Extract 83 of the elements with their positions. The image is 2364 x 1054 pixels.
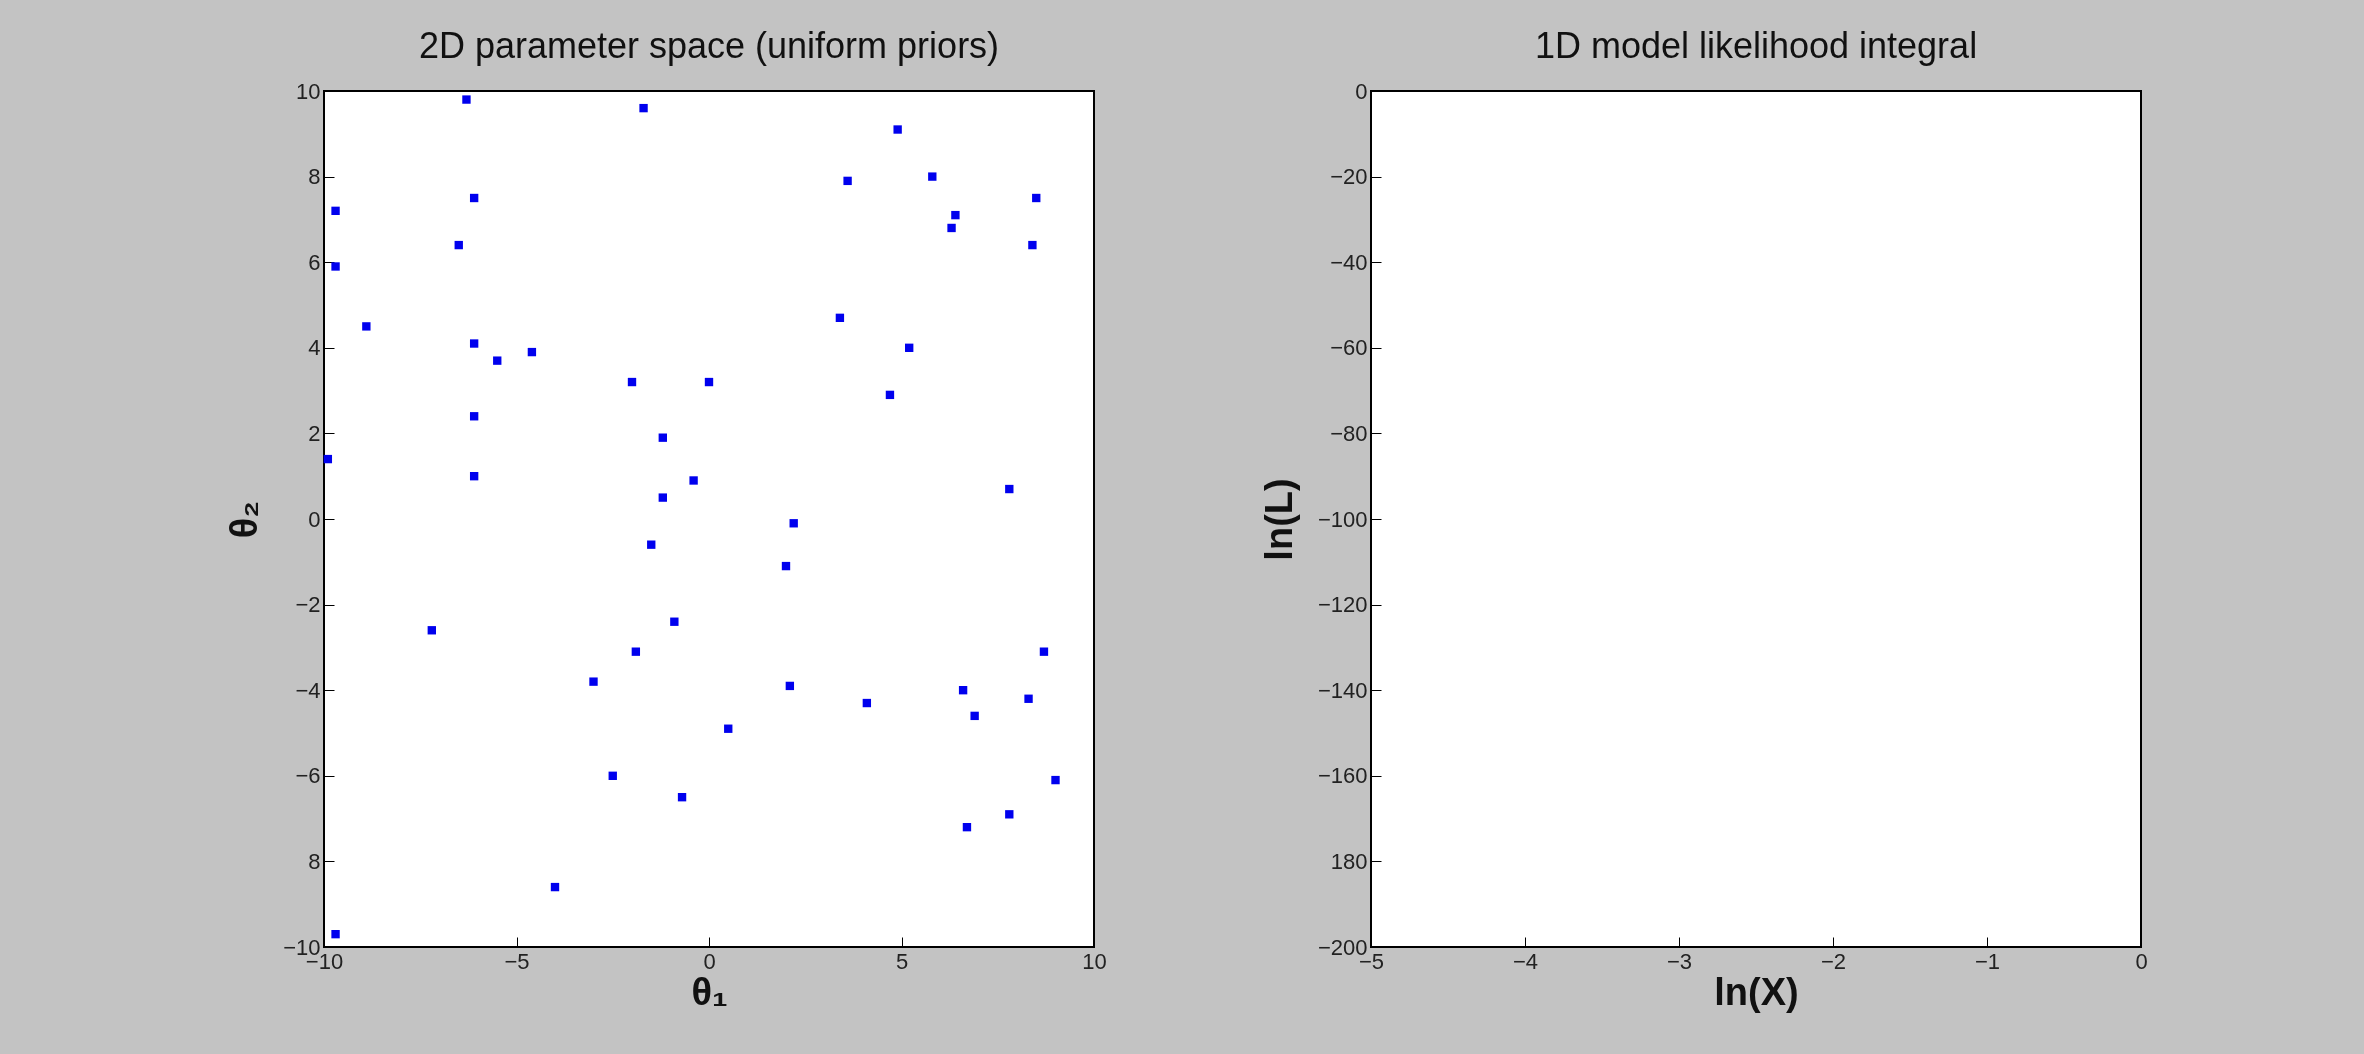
- point: [469, 193, 479, 203]
- chart-title: 2D parameter space (uniform priors): [418, 25, 1000, 66]
- y-tick-label: −60: [1330, 335, 1368, 361]
- point: [928, 172, 937, 181]
- point: [608, 771, 617, 780]
- point: [781, 561, 791, 571]
- point: [1032, 193, 1041, 203]
- point: [469, 472, 479, 481]
- point: [947, 223, 956, 233]
- x-tick-label: −3: [1666, 948, 1693, 974]
- y-tick-label: −4: [295, 677, 321, 703]
- point: [469, 412, 479, 421]
- y-tick-label: −160: [1317, 763, 1368, 789]
- point: [789, 519, 798, 528]
- point: [704, 377, 714, 387]
- y-tick-label: −80: [1330, 420, 1368, 446]
- y-tick-label: 4: [308, 335, 321, 361]
- point: [469, 339, 479, 348]
- point: [331, 929, 340, 939]
- point: [427, 626, 436, 635]
- point: [323, 454, 333, 464]
- x-tick-label: 0: [2135, 948, 2148, 974]
- point: [331, 262, 340, 271]
- x-axis-title: ln(X): [1714, 970, 1799, 1013]
- x-tick-label: −4: [1512, 948, 1539, 974]
- y-tick-label: 8: [308, 164, 321, 190]
- y-tick-label: −2: [295, 592, 321, 618]
- point: [958, 686, 968, 695]
- point: [362, 322, 371, 331]
- point: [627, 377, 637, 387]
- point: [951, 210, 960, 220]
- x-tick-label: −5: [504, 948, 530, 974]
- point: [677, 793, 687, 802]
- point: [647, 540, 656, 549]
- point: [962, 822, 972, 832]
- point: [835, 313, 845, 323]
- point: [1051, 775, 1060, 785]
- point: [493, 356, 502, 365]
- y-tick-label: −40: [1330, 249, 1368, 275]
- x-tick-label: −2: [1820, 948, 1847, 974]
- point: [550, 882, 560, 892]
- point: [893, 125, 902, 134]
- point: [589, 677, 598, 686]
- point: [527, 347, 537, 357]
- y-axis-title: θ₂: [223, 500, 266, 539]
- chart-title: 1D model likelihood integral: [1534, 25, 1978, 66]
- x-tick-label: 10: [1082, 948, 1107, 974]
- y-tick-label: 0: [1355, 78, 1368, 104]
- y-axis-title: ln(L): [1257, 478, 1300, 561]
- y-tick-label: 8: [308, 848, 321, 874]
- point: [843, 176, 852, 186]
- y-tick-label: −120: [1317, 592, 1368, 618]
- y-tick-label: 0: [308, 506, 321, 532]
- y-tick-label: 10: [296, 78, 321, 104]
- y-tick-label: −20: [1330, 164, 1368, 190]
- point: [885, 390, 895, 400]
- point: [1005, 810, 1014, 819]
- point: [631, 647, 641, 656]
- point: [785, 681, 795, 691]
- point: [1005, 484, 1014, 494]
- point: [1039, 647, 1049, 656]
- point: [639, 103, 648, 113]
- point: [1028, 240, 1037, 250]
- y-tick-label: 2: [308, 420, 321, 446]
- point: [689, 476, 698, 485]
- y-tick-label: −6: [295, 763, 321, 789]
- point: [724, 724, 733, 733]
- point: [970, 711, 979, 721]
- y-tick-label: 6: [308, 249, 321, 275]
- point: [862, 698, 872, 708]
- point: [331, 206, 340, 216]
- y-tick-label: −140: [1317, 677, 1368, 703]
- y-tick-label: 180: [1330, 848, 1368, 874]
- x-tick-label: −1: [1974, 948, 2001, 974]
- point: [658, 433, 667, 442]
- y-tick-label: −100: [1317, 506, 1368, 532]
- point: [905, 343, 914, 352]
- point: [462, 95, 471, 104]
- point: [658, 493, 667, 502]
- point: [1024, 694, 1033, 703]
- point: [454, 240, 463, 250]
- point: [670, 617, 679, 626]
- x-tick-label: 5: [895, 948, 909, 974]
